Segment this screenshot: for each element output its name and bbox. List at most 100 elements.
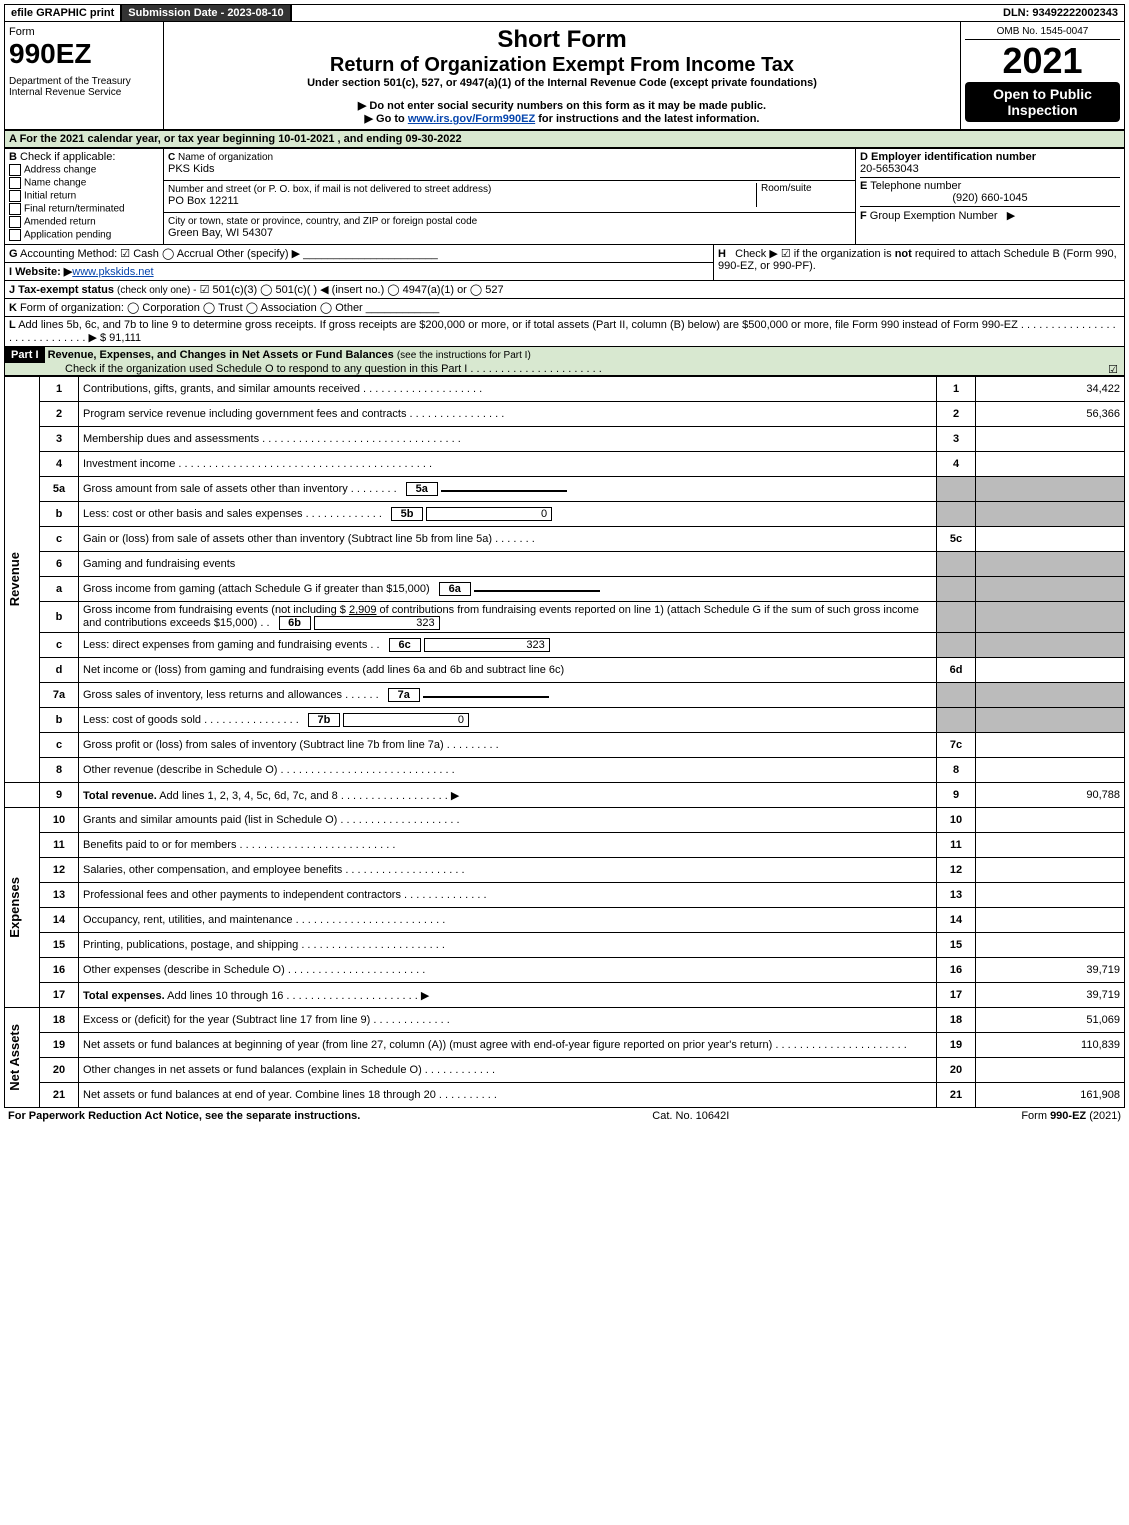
l5b-cell: Less: cost or other basis and sales expe… [79,502,937,527]
l6a-box: 6a [439,582,471,596]
box-f-arrow: ▶ [1007,210,1015,222]
part1-label: Part I [5,347,45,363]
l6a-text: Gross income from gaming (attach Schedul… [83,583,430,595]
box-h-label: H [718,248,726,260]
l5a-rnum [937,477,976,502]
revenue-vlabel: Revenue [5,548,24,610]
footer-right-pre: Form [1021,1110,1050,1122]
efile-print-button[interactable]: efile GRAPHIC print [5,5,122,21]
l5a-cell: Gross amount from sale of assets other t… [79,477,937,502]
l6b-cell: Gross income from fundraising events (no… [79,602,937,633]
box-j-small: (check only one) - [117,285,196,296]
box-c-city-lbl: City or town, state or province, country… [168,216,477,227]
l6d-amt [976,658,1125,683]
l13-text: Professional fees and other payments to … [79,883,937,908]
l6c-text: Less: direct expenses from gaming and fu… [83,639,380,651]
l21-text: Net assets or fund balances at end of ye… [79,1083,937,1108]
l10-text: Grants and similar amounts paid (list in… [79,808,937,833]
l5b-num: b [40,502,79,527]
footer-center: Cat. No. 10642I [652,1110,729,1122]
l17-text2: Add lines 10 through 16 . . . . . . . . … [165,990,430,1002]
chk-application-pending-label: Application pending [24,230,111,241]
l6-num: 6 [40,552,79,577]
l8-num: 8 [40,758,79,783]
l12-num: 12 [40,858,79,883]
l14-amt [976,908,1125,933]
chk-address-change-label: Address change [24,165,96,176]
box-b: B Check if applicable: Address change Na… [5,149,164,245]
l14-num: 14 [40,908,79,933]
chk-name-change[interactable]: Name change [9,177,159,189]
part1-check-mark[interactable]: ☑ [1108,363,1124,376]
l10-rnum: 10 [937,808,976,833]
l3-amt [976,427,1125,452]
box-i: I Website: ▶www.pkskids.net [5,263,714,281]
l3-num: 3 [40,427,79,452]
box-e-text: Telephone number [870,180,961,192]
l18-amt: 51,069 [976,1008,1125,1033]
l6c-boxv: 323 [424,638,550,652]
chk-amended-return[interactable]: Amended return [9,216,159,228]
l21-amt: 161,908 [976,1083,1125,1108]
netassets-vlabel: Net Assets [5,1020,24,1095]
l20-num: 20 [40,1058,79,1083]
l3-text: Membership dues and assessments . . . . … [79,427,937,452]
ein-value: 20-5653043 [860,163,1120,175]
l13-num: 13 [40,883,79,908]
page-footer: For Paperwork Reduction Act Notice, see … [4,1108,1125,1124]
box-k: K Form of organization: ◯ Corporation ◯ … [4,299,1125,317]
l9-amt: 90,788 [976,783,1125,808]
l5c-amt [976,527,1125,552]
chk-final-return[interactable]: Final return/terminated [9,203,159,215]
box-b-text: Check if applicable: [20,151,115,163]
l7a-boxv [423,696,549,698]
l15-amt [976,933,1125,958]
l6-text: Gaming and fundraising events [79,552,937,577]
l11-amt [976,833,1125,858]
box-f-text: Group Exemption Number [870,210,998,222]
l6d-num: d [40,658,79,683]
short-form-title: Short Form [168,26,956,54]
dln-text: DLN: 93492222002343 [997,5,1124,21]
l6a-cell: Gross income from gaming (attach Schedul… [79,577,937,602]
chk-address-change[interactable]: Address change [9,164,159,176]
website-link[interactable]: www.pkskids.net [72,266,153,278]
open-to-public: Open to Public Inspection [965,82,1120,122]
l17-num: 17 [40,983,79,1008]
l17-rnum: 17 [937,983,976,1008]
chk-initial-return[interactable]: Initial return [9,190,159,202]
l5b-text: Less: cost or other basis and sales expe… [83,508,382,520]
netassets-label-cell: Net Assets [5,1008,40,1108]
box-e-label: E [860,180,867,192]
l8-text: Other revenue (describe in Schedule O) .… [79,758,937,783]
box-j-text: ☑ 501(c)(3) ◯ 501(c)( ) ◀ (insert no.) ◯… [200,284,504,296]
l6c-num: c [40,633,79,658]
l14-text: Occupancy, rent, utilities, and maintena… [79,908,937,933]
l6-rnum [937,552,976,577]
l5b-amt [976,502,1125,527]
l21-rnum: 21 [937,1083,976,1108]
l2-text: Program service revenue including govern… [79,402,937,427]
chk-name-change-label: Name change [24,178,86,189]
goto-note: ▶ Go to www.irs.gov/Form990EZ for instru… [168,112,956,125]
l19-rnum: 19 [937,1033,976,1058]
l6b-num: b [40,602,79,633]
l7b-text: Less: cost of goods sold . . . . . . . .… [83,714,299,726]
l7a-text: Gross sales of inventory, less returns a… [83,689,379,701]
chk-application-pending[interactable]: Application pending [9,229,159,241]
chk-initial-return-label: Initial return [24,191,76,202]
l4-text: Investment income . . . . . . . . . . . … [79,452,937,477]
l6b-rnum [937,602,976,633]
box-l-label: L [9,319,16,331]
box-k-label: K [9,302,17,314]
box-h-not: not [895,248,912,260]
box-d-text: Employer identification number [871,151,1036,163]
l17-cell: Total expenses. Add lines 10 through 16 … [79,983,937,1008]
irs-link[interactable]: www.irs.gov/Form990EZ [408,113,535,125]
l11-rnum: 11 [937,833,976,858]
l4-rnum: 4 [937,452,976,477]
part1-check-line: Check if the organization used Schedule … [5,363,602,375]
submission-date-button[interactable]: Submission Date - 2023-08-10 [122,5,291,21]
box-l-text: Add lines 5b, 6c, and 7b to line 9 to de… [9,319,1116,344]
ssn-note: ▶ Do not enter social security numbers o… [168,99,956,112]
